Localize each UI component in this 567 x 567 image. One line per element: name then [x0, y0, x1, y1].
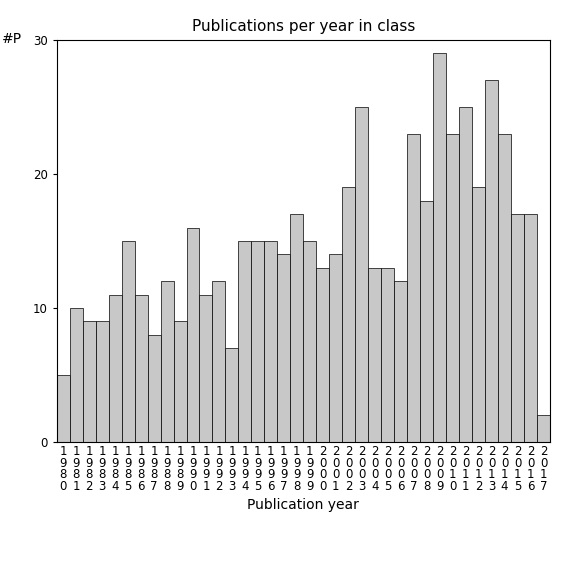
Bar: [472, 187, 485, 442]
Bar: [316, 268, 329, 442]
Bar: [239, 241, 251, 442]
Bar: [187, 227, 200, 442]
Bar: [381, 268, 394, 442]
Bar: [200, 295, 213, 442]
Bar: [485, 80, 498, 442]
Bar: [511, 214, 524, 442]
Bar: [70, 308, 83, 442]
Bar: [264, 241, 277, 442]
Bar: [446, 134, 459, 442]
Bar: [420, 201, 433, 442]
Bar: [121, 241, 134, 442]
Bar: [407, 134, 420, 442]
Y-axis label: #P: #P: [2, 32, 22, 45]
Bar: [277, 255, 290, 442]
Bar: [57, 375, 70, 442]
Bar: [251, 241, 264, 442]
Title: Publications per year in class: Publications per year in class: [192, 19, 415, 35]
Bar: [537, 416, 550, 442]
Bar: [394, 281, 407, 442]
Bar: [498, 134, 511, 442]
Bar: [459, 107, 472, 442]
Bar: [290, 214, 303, 442]
Bar: [109, 295, 121, 442]
Bar: [147, 335, 160, 442]
Bar: [342, 187, 356, 442]
Bar: [134, 295, 147, 442]
Bar: [174, 321, 187, 442]
Bar: [433, 53, 446, 442]
Bar: [524, 214, 537, 442]
Bar: [160, 281, 174, 442]
Bar: [83, 321, 96, 442]
Bar: [213, 281, 226, 442]
Bar: [329, 255, 342, 442]
Bar: [226, 348, 239, 442]
X-axis label: Publication year: Publication year: [247, 498, 359, 512]
Bar: [356, 107, 368, 442]
Bar: [368, 268, 381, 442]
Bar: [96, 321, 109, 442]
Bar: [303, 241, 316, 442]
